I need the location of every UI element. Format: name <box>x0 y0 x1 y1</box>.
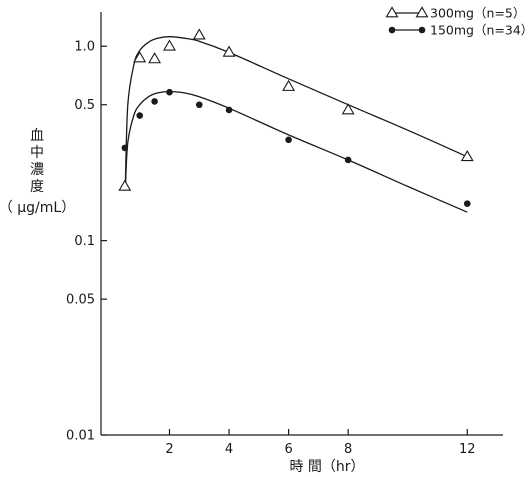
data-point-series-1 <box>282 79 296 91</box>
legend-marker <box>415 6 429 18</box>
y-tick-label: 0.5 <box>74 98 95 113</box>
y-tick-label: 1.0 <box>74 40 95 55</box>
x-tick-label: 4 <box>225 442 233 457</box>
axes <box>100 12 503 436</box>
y-axis-label-part: 濃 <box>30 162 44 178</box>
data-point-series-2 <box>121 144 129 152</box>
data-points <box>118 28 474 207</box>
data-point-series-1 <box>148 52 162 64</box>
legend-label: 300mg（n=5） <box>430 6 525 21</box>
fit-curves <box>124 36 468 213</box>
legend-marker <box>385 6 399 18</box>
data-point-series-2 <box>344 156 352 164</box>
fit-curve-series-1 <box>124 36 468 183</box>
x-tick-label: 6 <box>284 442 292 457</box>
data-point-series-1 <box>222 45 236 57</box>
data-point-series-1 <box>460 149 474 162</box>
data-point-series-2 <box>136 112 144 119</box>
y-axis-label-part: （ μg/mL） <box>0 200 75 216</box>
y-axis-label-part: 血 <box>30 128 44 144</box>
data-point-series-2 <box>285 136 292 144</box>
y-tick-label: 0.05 <box>66 293 95 308</box>
data-point-series-2 <box>463 200 471 207</box>
x-tick-label: 12 <box>459 442 476 457</box>
y-ticks: 0.01 0.05 0.1 0.5 1.0 <box>66 40 107 444</box>
fit-curve-series-2 <box>124 90 468 213</box>
legend-marker <box>388 26 396 34</box>
y-tick-label: 0.1 <box>74 234 95 249</box>
data-point-series-1 <box>341 103 355 115</box>
data-point-series-2 <box>195 101 203 109</box>
legend: 300mg（n=5） 150mg（n=34） <box>385 6 531 38</box>
legend-marker <box>418 26 426 34</box>
data-point-series-2 <box>151 98 158 105</box>
x-ticks: 2 4 6 8 12 <box>165 429 476 457</box>
x-axis-label: 時 間（hr） <box>289 459 364 475</box>
data-point-series-2 <box>225 106 233 114</box>
legend-label: 150mg（n=34） <box>430 23 531 38</box>
x-tick-label: 2 <box>165 442 173 457</box>
y-tick-label: 0.01 <box>66 429 95 444</box>
data-point-series-1 <box>133 51 147 63</box>
y-axis-label-part: 中 <box>30 145 44 161</box>
x-tick-label: 8 <box>344 442 352 457</box>
y-axis-label-part: 度 <box>30 179 44 195</box>
data-point-series-2 <box>166 88 173 96</box>
data-point-series-1 <box>192 28 206 40</box>
data-point-series-1 <box>118 179 132 191</box>
data-point-series-1 <box>163 39 176 51</box>
